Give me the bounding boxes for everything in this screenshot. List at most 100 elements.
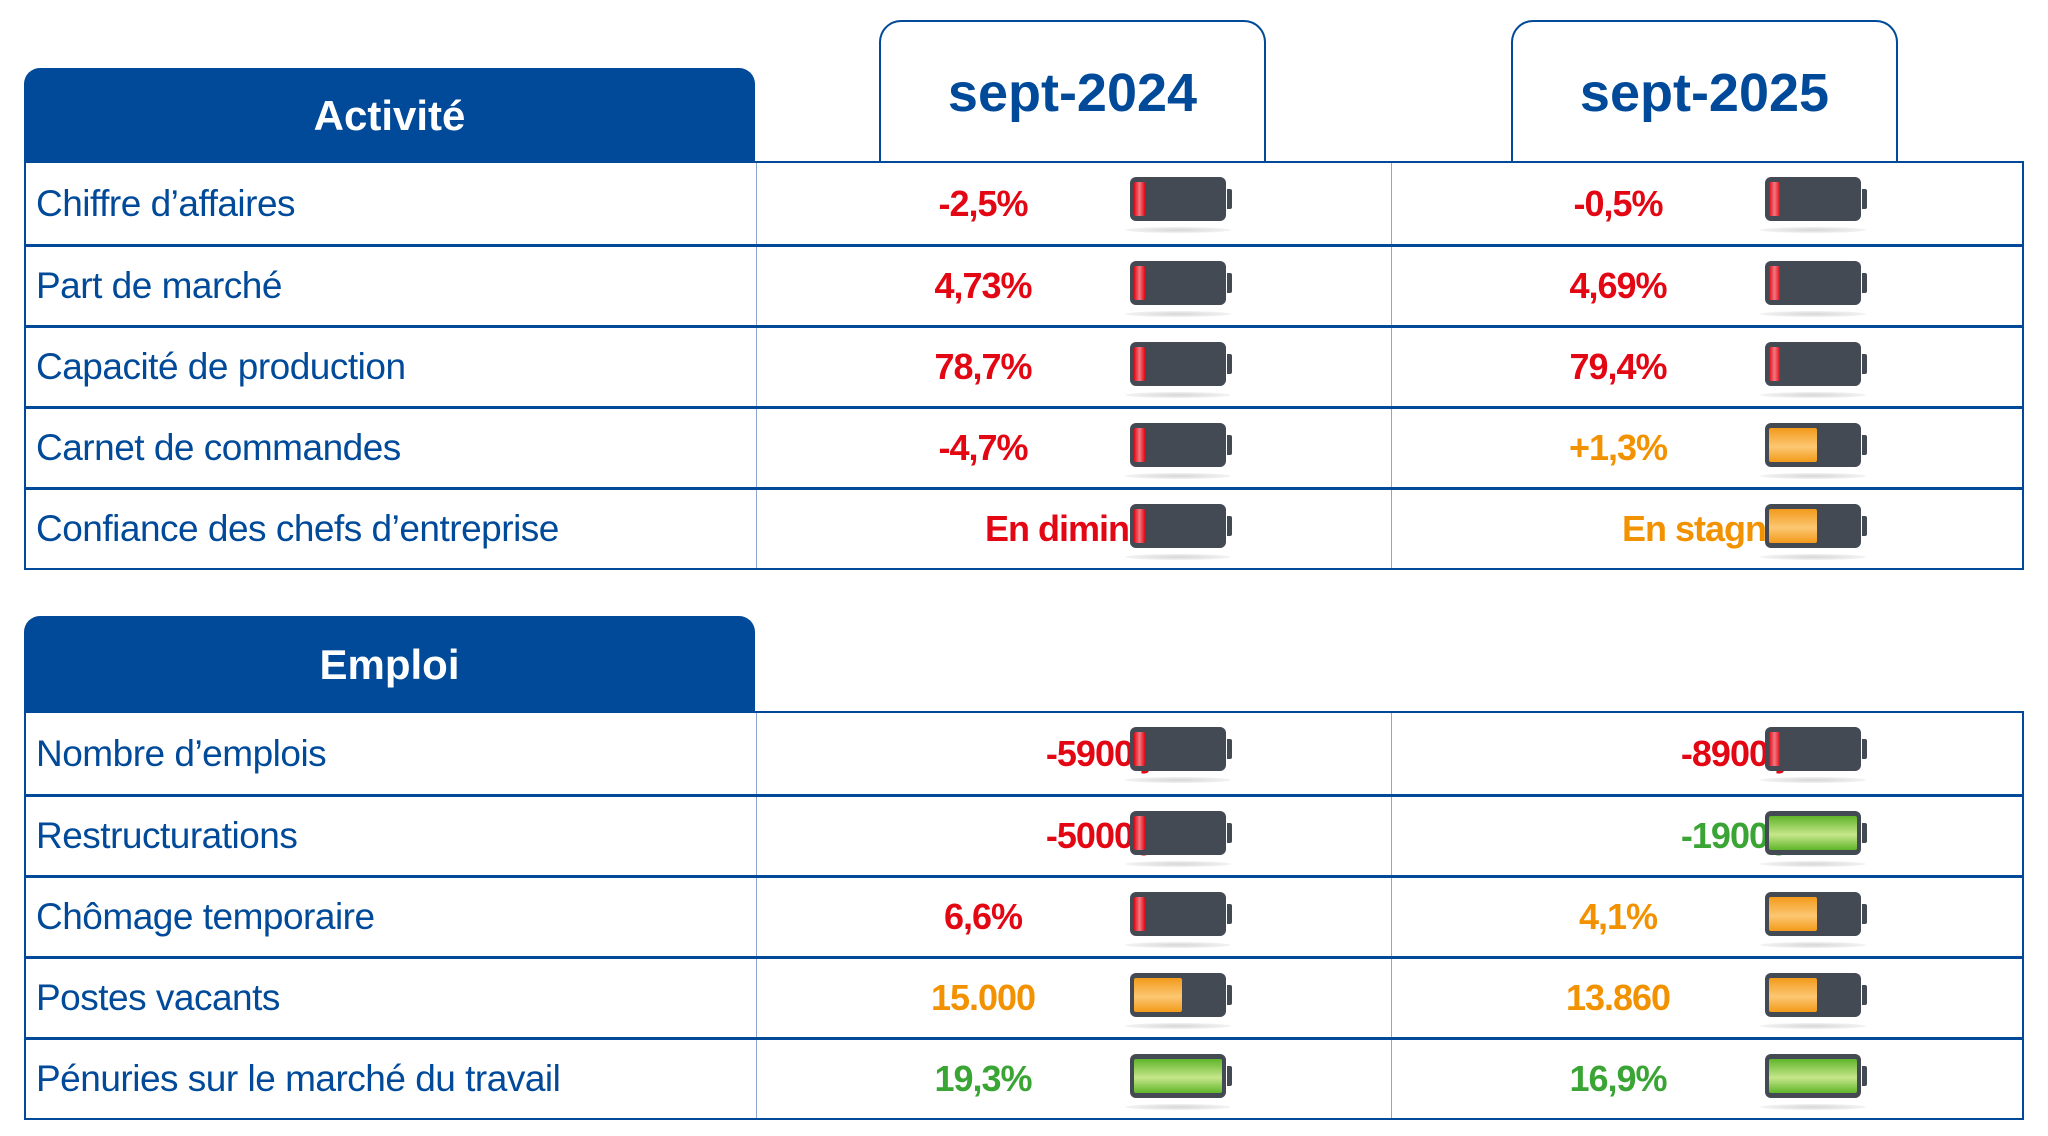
value-text: 78,7%	[934, 346, 1032, 387]
value-cell-sept-2025: -0,5%	[1391, 163, 2022, 244]
table-row: Confiance des chefs d’entreprise En dimin…	[26, 487, 2022, 568]
battery-red-icon	[1765, 342, 1867, 386]
table-row: Chiffre d’affaires -2,5% -0,5%	[26, 163, 2022, 244]
row-label: Restructurations	[26, 797, 757, 875]
battery-shadow	[1760, 777, 1866, 783]
value-cell-sept-2024: -4,7%	[757, 409, 1391, 487]
battery-level	[1134, 509, 1145, 543]
value-cell-sept-2024: -5000 jobs	[757, 797, 1391, 875]
table-row: Pénuries sur le marché du travail 19,3% 16…	[26, 1037, 2022, 1118]
battery-orange-icon	[1765, 504, 1867, 548]
table-row: Postes vacants 15.000 13.860	[26, 956, 2022, 1037]
value-cell-sept-2025: -8900 jobs	[1391, 713, 2022, 794]
battery-level	[1769, 816, 1857, 850]
battery-green-icon	[1765, 811, 1867, 855]
battery-red-icon	[1130, 342, 1232, 386]
value-text: 4,69%	[1569, 265, 1667, 306]
battery-shadow	[1125, 227, 1231, 233]
section-header-activite: Activité	[24, 68, 755, 163]
battery-shadow	[1125, 392, 1231, 398]
battery-level	[1134, 182, 1145, 216]
value-text: 4,73%	[934, 265, 1032, 306]
battery-red-icon	[1130, 811, 1232, 855]
row-label: Postes vacants	[26, 959, 757, 1037]
battery-red-icon	[1130, 727, 1232, 771]
value-cell-sept-2024: 4,73%	[757, 247, 1391, 325]
battery-red-icon	[1765, 727, 1867, 771]
battery-orange-icon	[1765, 973, 1867, 1017]
battery-level	[1769, 266, 1780, 300]
battery-shadow	[1760, 861, 1866, 867]
battery-level	[1134, 978, 1183, 1012]
value-text: 16,9%	[1569, 1058, 1667, 1099]
battery-shadow	[1760, 227, 1866, 233]
period-header-2024: sept-2024	[879, 20, 1266, 163]
row-label: Part de marché	[26, 247, 757, 325]
table-row: Chômage temporaire 6,6% 4,1%	[26, 875, 2022, 956]
battery-green-icon	[1765, 1054, 1867, 1098]
battery-level	[1769, 182, 1780, 216]
activity-table: Chiffre d’affaires -2,5% -0,5% Part de marc…	[24, 161, 2024, 570]
battery-red-icon	[1765, 177, 1867, 221]
value-text: 79,4%	[1569, 346, 1667, 387]
battery-shadow	[1760, 311, 1866, 317]
table-row: Capacité de production 78,7% 79,4%	[26, 325, 2022, 406]
battery-level	[1769, 428, 1818, 462]
battery-level	[1769, 732, 1780, 766]
battery-level	[1769, 978, 1818, 1012]
battery-shadow	[1125, 942, 1231, 948]
value-cell-sept-2025: 4,1%	[1391, 878, 2022, 956]
battery-level	[1769, 347, 1780, 381]
battery-shadow	[1760, 392, 1866, 398]
row-label: Pénuries sur le marché du travail	[26, 1040, 757, 1118]
battery-red-icon	[1130, 892, 1232, 936]
table-row: Carnet de commandes -4,7% +1,3%	[26, 406, 2022, 487]
table-row: Restructurations -5000 jobs -1900 jobs	[26, 794, 2022, 875]
battery-level	[1769, 1059, 1857, 1093]
value-cell-sept-2024: -2,5%	[757, 163, 1391, 244]
value-text: 4,1%	[1578, 896, 1658, 937]
battery-red-icon	[1130, 261, 1232, 305]
battery-shadow	[1760, 473, 1866, 479]
row-label: Chômage temporaire	[26, 878, 757, 956]
value-cell-sept-2025: En stagnation	[1391, 490, 2022, 568]
value-cell-sept-2024: 6,6%	[757, 878, 1391, 956]
employment-table: Nombre d’emplois -5900 jobs -8900 jobs Rest…	[24, 711, 2024, 1120]
value-cell-sept-2025: 16,9%	[1391, 1040, 2022, 1118]
value-text: -0,5%	[1573, 182, 1663, 224]
battery-level	[1134, 732, 1145, 766]
battery-shadow	[1125, 777, 1231, 783]
battery-shadow	[1760, 554, 1866, 560]
battery-orange-icon	[1765, 423, 1867, 467]
value-cell-sept-2025: 4,69%	[1391, 247, 2022, 325]
table-row: Nombre d’emplois -5900 jobs -8900 jobs	[26, 713, 2022, 794]
battery-green-icon	[1130, 1054, 1232, 1098]
value-cell-sept-2024: 78,7%	[757, 328, 1391, 406]
row-label: Nombre d’emplois	[26, 713, 757, 794]
row-label: Carnet de commandes	[26, 409, 757, 487]
battery-shadow	[1125, 1104, 1231, 1110]
value-cell-sept-2025: 13.860	[1391, 959, 2022, 1037]
battery-shadow	[1760, 1104, 1866, 1110]
row-label: Confiance des chefs d’entreprise	[26, 490, 757, 568]
battery-shadow	[1760, 1023, 1866, 1029]
value-text: -4,7%	[938, 427, 1028, 468]
value-cell-sept-2025: +1,3%	[1391, 409, 2022, 487]
value-cell-sept-2024: 19,3%	[757, 1040, 1391, 1118]
battery-level	[1769, 897, 1818, 931]
battery-level	[1769, 509, 1818, 543]
value-cell-sept-2025: -1900 jobs	[1391, 797, 2022, 875]
battery-red-icon	[1765, 261, 1867, 305]
battery-level	[1134, 897, 1145, 931]
value-text: 19,3%	[934, 1058, 1032, 1099]
value-text: 6,6%	[943, 896, 1023, 937]
battery-level	[1134, 428, 1145, 462]
value-cell-sept-2025: 79,4%	[1391, 328, 2022, 406]
value-text: 13.860	[1565, 977, 1671, 1018]
section-header-emploi: Emploi	[24, 616, 755, 713]
battery-orange-icon	[1130, 973, 1232, 1017]
row-label: Chiffre d’affaires	[26, 163, 757, 244]
battery-level	[1134, 266, 1145, 300]
battery-shadow	[1760, 942, 1866, 948]
value-text: +1,3%	[1568, 427, 1668, 468]
